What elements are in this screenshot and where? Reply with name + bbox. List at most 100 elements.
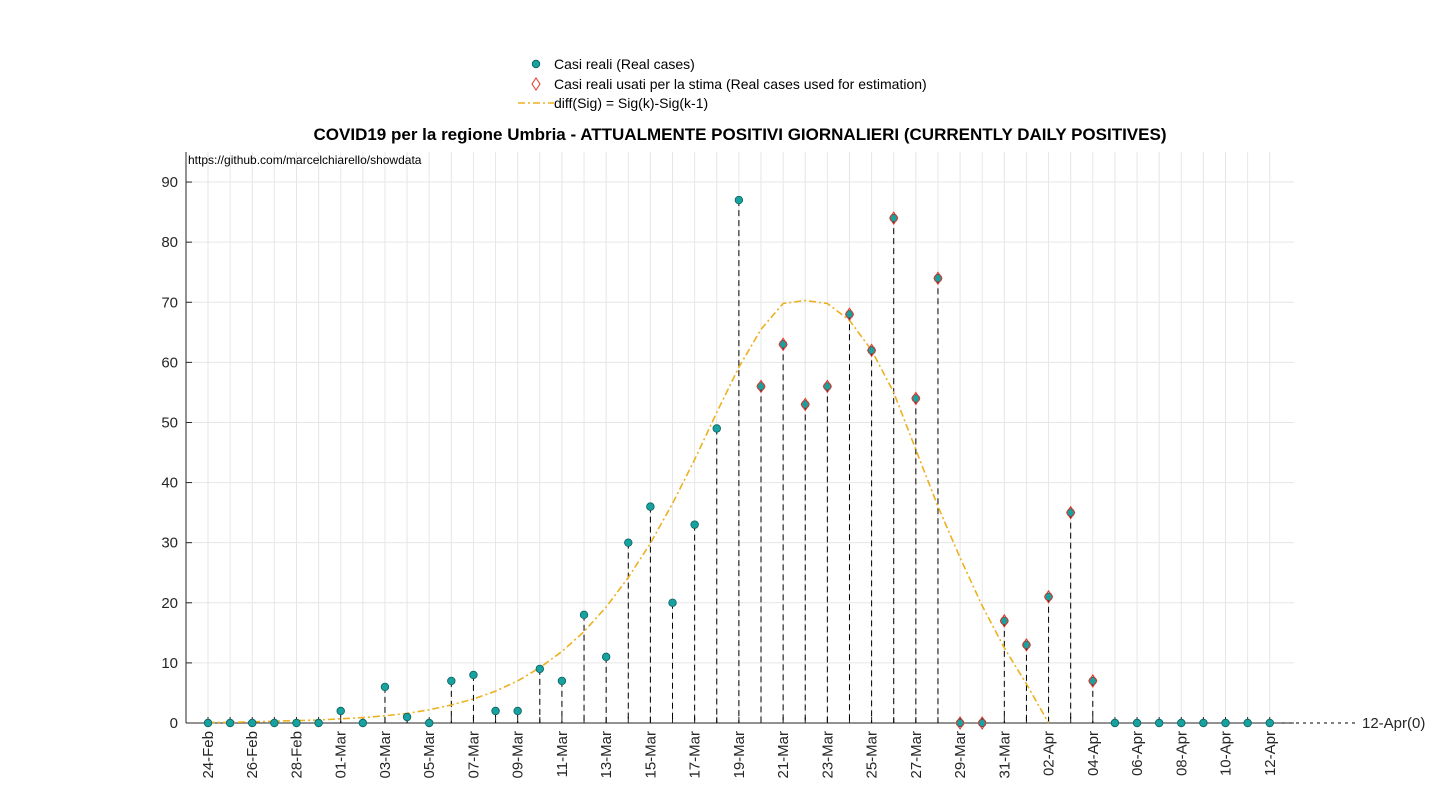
- y-tick-label: 70: [161, 294, 178, 311]
- end-marker-label: 12-Apr(0): [1362, 715, 1425, 732]
- y-tick-label: 90: [161, 174, 178, 191]
- y-tick-label: 10: [161, 655, 178, 672]
- data-point-used-case: [1088, 674, 1098, 688]
- x-tick-label: 03-Mar: [377, 731, 394, 779]
- data-point-real-case: [402, 712, 412, 722]
- grid-layer: [186, 152, 1294, 724]
- source-annotation: https://github.com/marcelchiarello/showd…: [188, 153, 422, 167]
- data-point-real-case: [690, 520, 699, 529]
- data-point-real-case: [225, 718, 235, 728]
- legend-label-real-cases: Casi reali (Real cases): [554, 56, 695, 72]
- x-tick-label: 17-Mar: [687, 731, 704, 779]
- data-point-real-case: [447, 676, 456, 686]
- y-tick-label: 30: [161, 535, 178, 552]
- data-point-used-case: [866, 343, 877, 358]
- y-tick-label: 20: [161, 595, 178, 612]
- x-tick-label: 28-Feb: [288, 731, 305, 779]
- x-tick-label: 07-Mar: [465, 731, 482, 779]
- data-point-used-case: [999, 613, 1009, 628]
- data-point-real-case: [491, 706, 500, 716]
- data-point-real-case: [248, 718, 257, 728]
- x-tick-label: 04-Apr: [1085, 731, 1102, 776]
- x-tick-label: 09-Mar: [510, 731, 527, 779]
- stem-layer: [340, 200, 1094, 723]
- data-point-used-case: [977, 716, 987, 730]
- x-tick-label: 25-Mar: [864, 731, 881, 779]
- data-point-used-case: [911, 391, 921, 406]
- data-point-real-case: [712, 424, 721, 433]
- diamond-layer: [756, 211, 1098, 730]
- data-point-real-case: [579, 610, 589, 620]
- data-point-real-case: [1265, 718, 1274, 728]
- data-point-real-case: [292, 718, 301, 728]
- data-point-real-case: [1110, 718, 1120, 728]
- y-tick-label: 0: [170, 715, 178, 732]
- data-point-real-case: [624, 538, 633, 547]
- x-tick-label: 06-Apr: [1129, 731, 1146, 776]
- x-tick-label: 27-Mar: [908, 731, 925, 779]
- data-point-real-case: [380, 682, 390, 692]
- data-point-real-case: [336, 706, 345, 716]
- data-point-real-case: [734, 195, 744, 205]
- data-point-real-case: [270, 718, 279, 728]
- x-tick-label: 31-Mar: [996, 731, 1013, 779]
- x-tick-label: 26-Feb: [244, 731, 261, 779]
- data-point-real-case: [314, 718, 323, 728]
- x-tick-label: 13-Mar: [598, 731, 615, 779]
- x-tick-label: 29-Mar: [952, 731, 969, 779]
- data-point-real-case: [646, 502, 655, 511]
- legend: Casi reali (Real cases) Casi reali usati…: [518, 56, 927, 111]
- data-point-used-case: [1066, 505, 1076, 520]
- data-point-real-case: [1221, 718, 1230, 728]
- x-tick-label: 23-Mar: [819, 731, 836, 779]
- axis-layer: 0 10 20 30 40 50 60 70 80 90 24-Feb 26-Feb 28-Feb 01-…: [161, 152, 1294, 779]
- data-point-real-case: [469, 670, 478, 680]
- data-point-real-case: [601, 652, 611, 662]
- y-tick-label: 50: [161, 414, 178, 431]
- x-tick-label: 15-Mar: [642, 731, 659, 779]
- data-point-used-case: [889, 211, 899, 226]
- data-point-used-case: [800, 397, 810, 412]
- curve-layer: [208, 299, 1050, 724]
- data-point-real-case: [358, 718, 368, 728]
- x-tick-label: 05-Mar: [421, 731, 438, 779]
- data-point-real-case: [425, 718, 434, 728]
- x-tick-label: 11-Mar: [554, 731, 571, 777]
- data-point-real-case: [535, 664, 544, 674]
- diff-sig-curve: [208, 299, 1050, 724]
- data-point-used-case: [1021, 637, 1032, 652]
- data-point-used-case: [933, 271, 943, 286]
- y-tick-label: 40: [161, 475, 178, 492]
- chart-title: COVID19 per la regione Umbria - ATTUALME…: [314, 125, 1167, 144]
- data-point-real-case: [1177, 718, 1186, 728]
- data-point-real-case: [1154, 718, 1164, 728]
- data-point-real-case: [1132, 718, 1142, 728]
- data-point-real-case: [1199, 718, 1208, 728]
- y-tick-label: 80: [161, 234, 178, 251]
- x-tick-label: 08-Apr: [1173, 731, 1190, 776]
- data-point-used-case: [778, 337, 788, 352]
- data-point-used-case: [844, 307, 855, 322]
- legend-marker-real-cases: [531, 59, 541, 69]
- y-tick-label: 60: [161, 354, 178, 371]
- x-tick-label: 02-Apr: [1041, 731, 1058, 776]
- x-tick-label: 12-Apr: [1262, 731, 1279, 776]
- data-point-real-case: [513, 706, 522, 716]
- legend-label-diff-sig: diff(Sig) = Sig(k)-Sig(k-1): [554, 95, 708, 111]
- x-tick-label: 10-Apr: [1218, 731, 1235, 776]
- data-point-real-case: [557, 676, 567, 686]
- x-tick-label: 24-Feb: [200, 731, 217, 779]
- legend-marker-used-cases: [531, 77, 541, 91]
- data-point-real-case: [668, 598, 677, 607]
- data-point-used-case: [756, 379, 766, 394]
- data-point-used-case: [955, 716, 965, 730]
- legend-label-used-cases: Casi reali usati per la stima (Real case…: [554, 76, 927, 92]
- data-point-used-case: [822, 379, 832, 394]
- x-tick-label: 19-Mar: [731, 731, 748, 779]
- data-point-real-case: [203, 718, 213, 728]
- x-tick-label: 01-Mar: [333, 731, 350, 779]
- x-tick-label: 21-Mar: [775, 731, 792, 779]
- data-point-used-case: [1043, 589, 1054, 604]
